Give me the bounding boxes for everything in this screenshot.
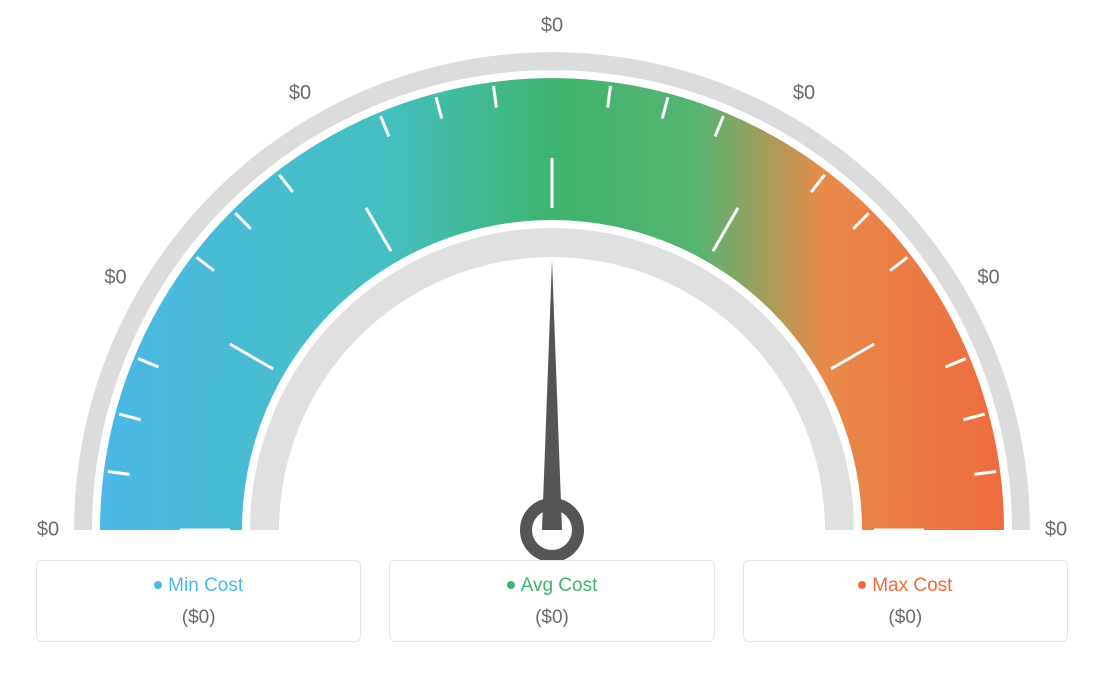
legend-label: Avg Cost: [521, 575, 598, 596]
legend-value: ($0): [744, 607, 1067, 629]
legend-row: Min Cost ($0) Avg Cost ($0) Max Cost ($0…: [0, 560, 1104, 642]
gauge-tick-label: $0: [793, 82, 815, 104]
legend-value: ($0): [390, 607, 713, 629]
dot-icon: [507, 581, 515, 589]
legend-box-min: Min Cost ($0): [36, 560, 361, 642]
legend-title: Min Cost: [37, 575, 360, 597]
legend-label: Max Cost: [872, 575, 952, 596]
dot-icon: [858, 581, 866, 589]
gauge-tick-label: $0: [104, 266, 126, 288]
cost-gauge: $0 $0 $0 $0 $0 $0 $0: [0, 0, 1104, 560]
legend-box-max: Max Cost ($0): [743, 560, 1068, 642]
legend-title: Max Cost: [744, 575, 1067, 597]
gauge-tick-label: $0: [289, 82, 311, 104]
legend-box-avg: Avg Cost ($0): [389, 560, 714, 642]
legend-title: Avg Cost: [390, 575, 713, 597]
gauge-tick-label: $0: [1045, 518, 1067, 540]
gauge-svg: $0 $0 $0 $0 $0 $0 $0: [0, 0, 1104, 560]
dot-icon: [154, 581, 162, 589]
gauge-needle: [542, 260, 562, 530]
gauge-tick-label: $0: [37, 518, 59, 540]
gauge-tick-label: $0: [977, 266, 999, 288]
legend-value: ($0): [37, 607, 360, 629]
legend-label: Min Cost: [168, 575, 243, 596]
gauge-tick-label: $0: [541, 14, 563, 36]
